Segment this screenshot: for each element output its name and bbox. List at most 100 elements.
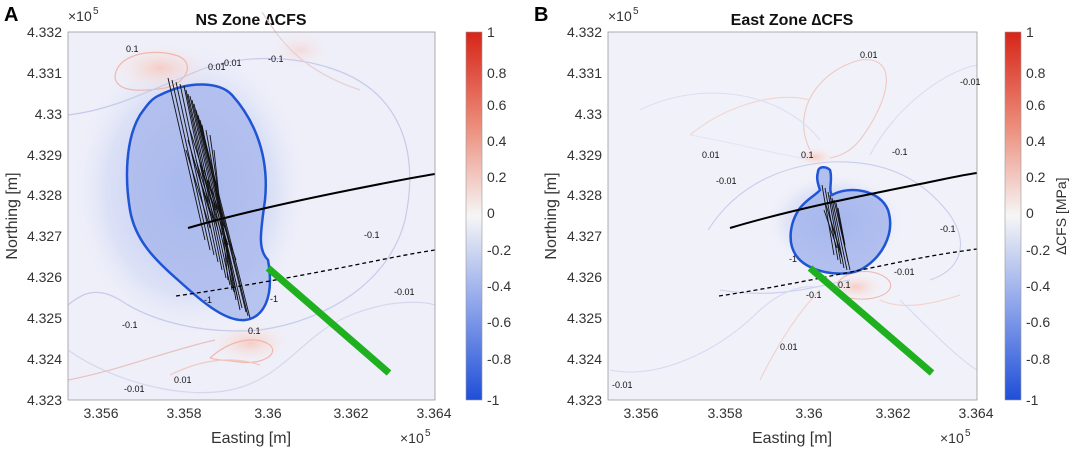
svg-text:-0.4: -0.4 [1026, 278, 1050, 294]
svg-text:4.331: 4.331 [567, 65, 602, 81]
plot-title-b: East Zone ∆CFS [731, 12, 854, 29]
svg-text:-0.6: -0.6 [1026, 314, 1050, 330]
svg-text:3.356: 3.356 [83, 405, 118, 421]
green-line-a [265, 265, 392, 376]
svg-text:4.324: 4.324 [567, 351, 602, 367]
svg-text:-0.01: -0.01 [716, 176, 737, 186]
panel-letter-a: A [4, 4, 18, 26]
svg-text:4.325: 4.325 [567, 310, 602, 326]
svg-text:-1: -1 [1026, 392, 1039, 408]
svg-text:-0.01: -0.01 [960, 77, 981, 87]
seismicity-lines-a [167, 77, 251, 319]
panel-a: A NS Zone ∆CFS ×10 5 [4, 4, 511, 447]
svg-text:0.4: 0.4 [487, 133, 507, 149]
colorbar-ticks-b: 1 0.8 0.6 0.4 0.2 0 -0.2 -0.4 -0.6 -0.8 … [1026, 24, 1050, 408]
svg-text:0.6: 0.6 [487, 97, 507, 113]
svg-text:5: 5 [425, 428, 431, 439]
svg-text:-0.01: -0.01 [612, 380, 633, 390]
svg-text:0.6: 0.6 [1026, 97, 1046, 113]
svg-text:4.33: 4.33 [35, 106, 62, 122]
svg-text:5: 5 [93, 6, 99, 17]
svg-text:-0.1: -0.1 [364, 230, 380, 240]
svg-text:1: 1 [1026, 24, 1034, 40]
svg-text:1: 1 [487, 24, 495, 40]
colorbar-b [1004, 31, 1022, 401]
panel-b: B East Zone ∆CFS ×10 5 [534, 4, 1069, 447]
svg-text:4.323: 4.323 [567, 392, 602, 408]
svg-text:-0.1: -0.1 [892, 147, 908, 157]
svg-text:4.328: 4.328 [27, 187, 62, 203]
svg-text:4.326: 4.326 [567, 269, 602, 285]
svg-text:3.364: 3.364 [416, 405, 451, 421]
svg-text:×10: ×10 [608, 8, 632, 24]
svg-text:5: 5 [633, 6, 639, 17]
svg-text:3.36: 3.36 [254, 405, 281, 421]
contour-lines-a [68, 12, 435, 394]
svg-text:-0.8: -0.8 [1026, 351, 1050, 367]
svg-text:5: 5 [965, 428, 971, 439]
svg-text:3.356: 3.356 [623, 405, 658, 421]
svg-text:0.01: 0.01 [174, 375, 192, 385]
x-ticks-a: 3.356 3.358 3.36 3.362 3.364 [83, 405, 451, 421]
svg-text:0.01: 0.01 [702, 150, 720, 160]
svg-text:-0.01: -0.01 [394, 287, 415, 297]
svg-text:4.324: 4.324 [27, 351, 62, 367]
y-ticks-b: 4.332 4.331 4.33 4.329 4.328 4.327 4.326… [567, 24, 602, 408]
svg-text:0.01: 0.01 [860, 50, 878, 60]
svg-text:0.1: 0.1 [801, 150, 814, 160]
svg-text:0: 0 [1026, 205, 1034, 221]
svg-text:-0.2: -0.2 [487, 242, 511, 258]
svg-text:-0.1: -0.1 [268, 54, 284, 64]
green-line-b [807, 265, 935, 376]
x-axis-label-b: Easting [m] [752, 430, 832, 447]
svg-text:4.326: 4.326 [27, 269, 62, 285]
svg-text:-1: -1 [789, 254, 797, 264]
svg-text:×10: ×10 [400, 430, 424, 446]
y-exponent-a: ×10 5 [68, 6, 99, 24]
x-ticks-b: 3.356 3.358 3.36 3.362 3.364 [623, 405, 993, 421]
svg-text:4.332: 4.332 [567, 24, 602, 40]
y-axis-label-b: Northing [m] [543, 172, 560, 259]
svg-text:0.8: 0.8 [1026, 65, 1046, 81]
svg-text:-0.2: -0.2 [1026, 242, 1050, 258]
svg-text:0.8: 0.8 [487, 65, 507, 81]
fault-solid-b [729, 172, 977, 229]
x-exponent-a: ×10 5 [400, 428, 431, 446]
contour-labels-b: 0.01 -0.01 0.01 -0.01 0.1 -0.1 -0.1 -1 -… [612, 50, 981, 390]
svg-text:3.358: 3.358 [166, 405, 201, 421]
y-axis-label-a: Northing [m] [4, 172, 21, 259]
svg-text:-0.8: -0.8 [487, 351, 511, 367]
svg-text:4.327: 4.327 [567, 228, 602, 244]
x-axis-label-a: Easting [m] [211, 430, 291, 447]
svg-text:0.01: 0.01 [208, 62, 226, 72]
svg-text:-0.1: -0.1 [940, 224, 956, 234]
svg-text:-0.01: -0.01 [124, 384, 145, 394]
svg-text:0.1: 0.1 [248, 326, 261, 336]
svg-text:-1: -1 [270, 294, 278, 304]
svg-text:-0.01: -0.01 [221, 58, 242, 68]
fault-solid-a [187, 173, 435, 229]
svg-text:-0.1: -0.1 [806, 290, 822, 300]
y-ticks-a: 4.332 4.331 4.33 4.329 4.328 4.327 4.326… [27, 24, 62, 408]
contour-labels-a: 0.1 0.01 -0.01 -0.1 -0.1 -0.1 -0.01 0.1 … [122, 44, 415, 394]
svg-text:-0.4: -0.4 [487, 278, 511, 294]
svg-text:3.358: 3.358 [707, 405, 742, 421]
svg-text:0.2: 0.2 [487, 169, 507, 185]
svg-text:×10: ×10 [68, 8, 92, 24]
svg-text:-1: -1 [204, 295, 212, 305]
svg-text:4.332: 4.332 [27, 24, 62, 40]
svg-text:4.327: 4.327 [27, 228, 62, 244]
svg-text:0.1: 0.1 [126, 44, 139, 54]
svg-text:3.36: 3.36 [795, 405, 822, 421]
svg-text:3.364: 3.364 [958, 405, 993, 421]
svg-text:4.329: 4.329 [567, 147, 602, 163]
colorbar-ticks-a: 1 0.8 0.6 0.4 0.2 0 -0.2 -0.4 -0.6 -0.8 … [487, 24, 511, 408]
svg-text:0.1: 0.1 [838, 280, 851, 290]
colorbar-a [465, 31, 483, 401]
fault-dashed-a [175, 249, 435, 297]
svg-text:-1: -1 [487, 392, 500, 408]
svg-text:4.323: 4.323 [27, 392, 62, 408]
svg-text:0.01: 0.01 [780, 342, 798, 352]
svg-text:0: 0 [487, 205, 495, 221]
